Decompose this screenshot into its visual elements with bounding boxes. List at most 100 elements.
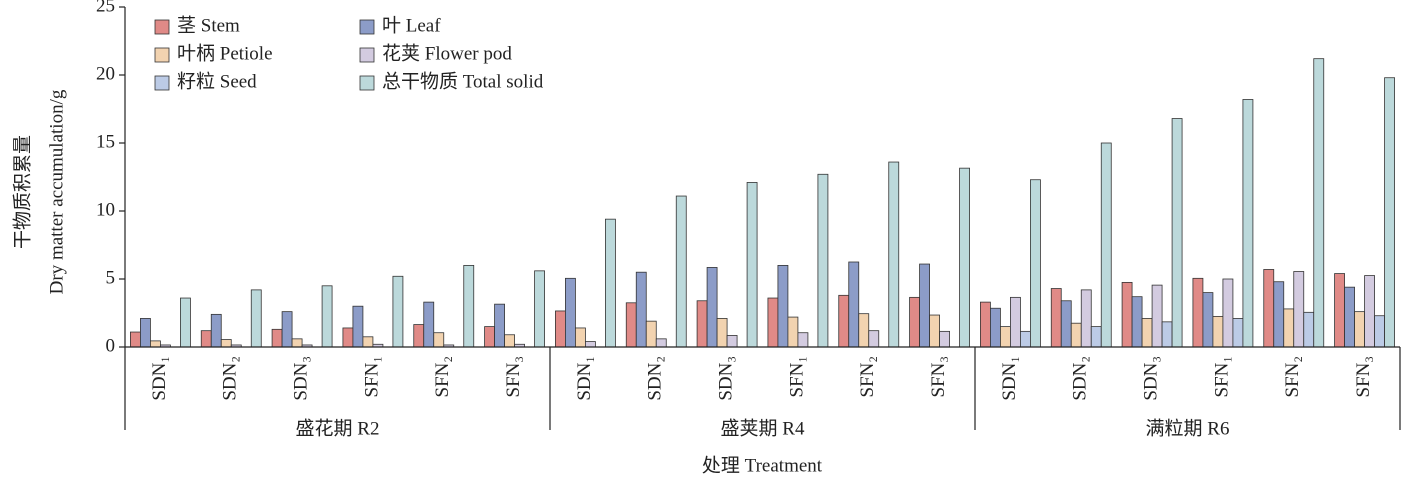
bar bbox=[565, 277, 576, 348]
bar bbox=[1020, 330, 1031, 348]
x-tick-label: SFN₁ bbox=[361, 356, 382, 397]
bar bbox=[1100, 142, 1112, 348]
x-tick-label: SFN₃ bbox=[503, 356, 524, 397]
bar bbox=[838, 294, 850, 348]
x-tick-label: SFN₂ bbox=[1282, 356, 1303, 397]
bar bbox=[929, 314, 940, 348]
x-tick-label: SDN₁ bbox=[574, 356, 595, 401]
bar bbox=[605, 218, 616, 348]
bar bbox=[1192, 277, 1204, 348]
bar bbox=[1070, 322, 1082, 348]
bar bbox=[1090, 326, 1102, 348]
x-tick-label: SDN₁ bbox=[999, 356, 1020, 401]
bar bbox=[625, 302, 637, 348]
bar bbox=[909, 296, 920, 348]
bar bbox=[1263, 269, 1275, 348]
bar bbox=[362, 336, 374, 348]
bar bbox=[1334, 273, 1345, 348]
bar bbox=[534, 270, 545, 348]
bar bbox=[271, 328, 283, 348]
bar bbox=[1364, 275, 1375, 348]
bar bbox=[1374, 315, 1385, 348]
bar bbox=[635, 271, 647, 348]
bar bbox=[787, 316, 799, 348]
bar bbox=[726, 335, 738, 348]
bar bbox=[1384, 77, 1395, 348]
x-axis-label: 处理 Treatment bbox=[702, 454, 823, 476]
bar bbox=[696, 300, 708, 348]
group-label: 盛花期 R2 bbox=[296, 417, 380, 439]
bar bbox=[1202, 292, 1214, 348]
bar bbox=[1212, 315, 1224, 348]
bar bbox=[767, 297, 779, 348]
y-axis-label: Dry matter accumulation/g bbox=[46, 89, 67, 294]
bar bbox=[423, 301, 435, 348]
bar bbox=[180, 297, 191, 348]
bar bbox=[777, 264, 789, 348]
x-tick-label: SDN₁ bbox=[149, 356, 170, 401]
bar bbox=[1354, 311, 1365, 348]
bar bbox=[140, 318, 151, 348]
legend-label: 花荚 Flower pod bbox=[382, 42, 512, 64]
bar bbox=[1131, 296, 1143, 348]
bar bbox=[321, 285, 333, 348]
bar bbox=[1344, 286, 1355, 348]
bar bbox=[1293, 271, 1305, 348]
bar bbox=[716, 318, 728, 348]
bar bbox=[463, 264, 475, 348]
bar bbox=[1161, 321, 1173, 348]
bar bbox=[868, 330, 880, 348]
bar bbox=[250, 289, 262, 348]
x-tick-label: SFN₁ bbox=[786, 356, 807, 397]
bar bbox=[1232, 318, 1244, 348]
bar bbox=[342, 327, 354, 348]
bar bbox=[746, 182, 758, 348]
x-tick-label: SDN₃ bbox=[290, 356, 311, 401]
legend-label: 叶柄 Petiole bbox=[177, 42, 273, 64]
group-label: 盛荚期 R4 bbox=[721, 417, 805, 439]
legend-label: 茎 Stem bbox=[177, 14, 240, 36]
bar bbox=[1151, 284, 1163, 348]
bar bbox=[645, 320, 657, 348]
x-tick-label: SFN₃ bbox=[1353, 356, 1374, 397]
bar bbox=[888, 161, 900, 348]
y-tick-label: 0 bbox=[106, 335, 116, 356]
bar bbox=[291, 338, 303, 348]
bar bbox=[484, 326, 495, 348]
group-label: 满粒期 R6 bbox=[1146, 417, 1230, 439]
bar bbox=[655, 338, 667, 348]
x-tick-label: SDN₃ bbox=[1140, 356, 1161, 401]
legend-swatch bbox=[359, 19, 375, 35]
bar bbox=[1030, 179, 1041, 348]
y-tick-label: 20 bbox=[96, 63, 115, 84]
bar bbox=[1273, 281, 1285, 348]
bar bbox=[1242, 99, 1254, 348]
bar bbox=[1050, 288, 1062, 348]
bar bbox=[504, 334, 515, 348]
bar bbox=[1283, 308, 1295, 348]
bar bbox=[555, 310, 566, 348]
x-tick-label: SDN₂ bbox=[645, 356, 666, 401]
legend-swatch bbox=[359, 75, 375, 91]
bar bbox=[150, 340, 161, 348]
bar bbox=[1141, 318, 1153, 348]
bar bbox=[675, 195, 687, 348]
bar bbox=[575, 327, 586, 348]
bar bbox=[1000, 326, 1011, 348]
bar bbox=[1222, 278, 1234, 348]
x-tick-label: SFN₁ bbox=[1211, 356, 1232, 397]
bar bbox=[706, 267, 718, 348]
legend-swatch bbox=[154, 19, 170, 35]
bar bbox=[990, 307, 1001, 348]
bar bbox=[1060, 300, 1072, 348]
y-tick-label: 15 bbox=[96, 131, 115, 152]
bar bbox=[352, 305, 364, 348]
x-tick-label: SDN₃ bbox=[715, 356, 736, 401]
y-tick-label: 5 bbox=[106, 267, 116, 288]
bar bbox=[797, 332, 809, 348]
x-tick-label: SDN₂ bbox=[1070, 356, 1091, 401]
bar bbox=[220, 339, 232, 348]
legend-label: 总干物质 Total solid bbox=[382, 70, 544, 92]
legend-label: 叶 Leaf bbox=[382, 14, 441, 36]
